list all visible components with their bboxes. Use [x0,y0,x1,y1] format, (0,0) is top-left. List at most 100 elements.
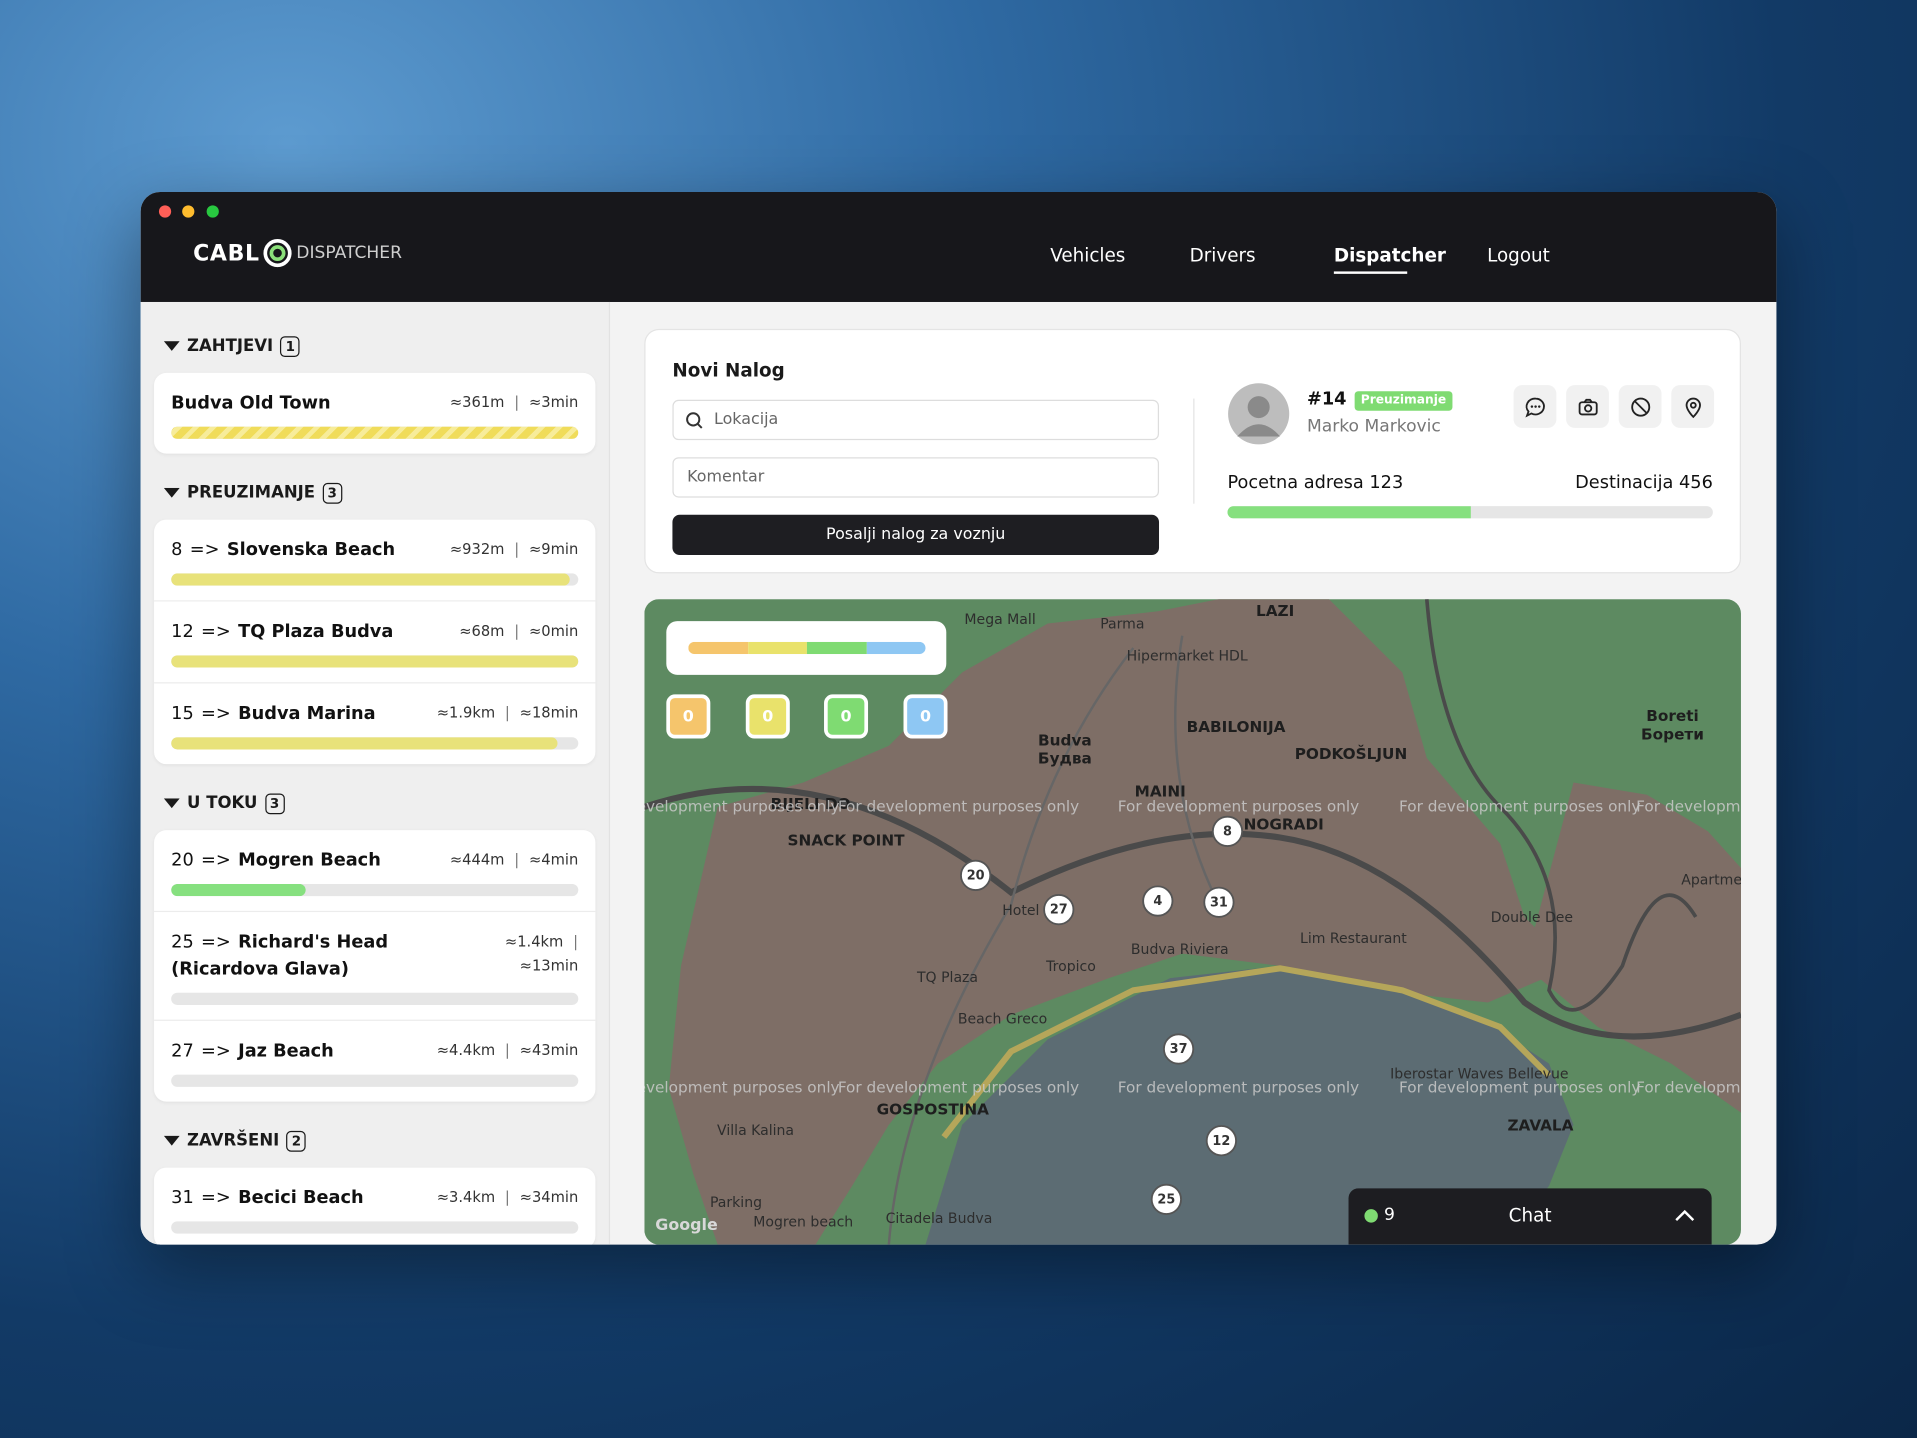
order-title: 8 => Slovenska Beach [171,537,395,564]
order-time: ≈9min [528,540,579,558]
order-arrow: => [201,704,231,724]
block-button[interactable] [1618,385,1662,428]
map-label: Boreti [1646,707,1699,725]
map-label: MAINI [1135,783,1186,801]
order-time: ≈43min [519,1041,579,1059]
vehicle-marker[interactable]: 20 [960,859,992,891]
progress-fill [171,883,306,897]
map-label: Apartme [1681,872,1741,888]
progress-fill [171,426,579,439]
order-distance: ≈3.4km [436,1188,496,1206]
vehicle-marker[interactable]: 8 [1211,815,1244,847]
section-title: ZAHTJEVI [187,336,274,356]
map-watermark: For development purposes only [1636,797,1741,815]
maximize-button[interactable] [206,205,219,218]
order-arrow: => [201,932,231,953]
comment-input[interactable]: Komentar [672,457,1160,498]
map[interactable]: Mega Mall Parma LAZI Hipermarket HDL BABILON… [644,599,1741,1245]
driver-status: Preuzimanje [1354,391,1453,411]
order-place: TQ Plaza Budva [238,622,394,642]
route-progress-fill [1227,506,1471,519]
section-header[interactable]: ZAVRŠENI 2 [163,1119,596,1163]
meta-separator: | [514,850,520,869]
chat-bar[interactable]: 9 Chat [1348,1188,1712,1245]
order-row: 15 => Budva Marina ≈1.9km | ≈18min [171,701,578,728]
vehicle-marker[interactable]: 31 [1203,886,1235,918]
order-item[interactable]: 12 => TQ Plaza Budva ≈68m | ≈0min [154,602,596,684]
order-item[interactable]: 25 => Richard's Head (Ricardova Glava) ≈1.4… [154,912,596,1021]
status-counter[interactable]: 0 [903,694,948,739]
map-label: ZAVALA [1507,1117,1573,1135]
meta-separator: | [514,540,520,558]
map-watermark: For development purposes only [1118,1079,1359,1097]
sidebar: ZAHTJEVI 1 Budva Old Town ≈361m | ≈3min PREUZI… [140,301,611,1245]
section-header[interactable]: PREUZIMANJE 3 [163,471,596,515]
nav-link[interactable]: Logout [1487,244,1550,267]
order-id: 8 [171,540,183,560]
collapse-icon [163,487,180,497]
map-sea [925,965,1574,1245]
progress-fill [171,573,571,586]
section-header[interactable]: ZAHTJEVI 1 [163,324,596,368]
marker-label: 31 [1210,895,1228,910]
message-button[interactable] [1513,385,1557,428]
order-title: 12 => TQ Plaza Budva [171,619,393,646]
order-item[interactable]: 20 => Mogren Beach ≈444m | ≈4min [154,830,596,913]
location-button[interactable] [1671,385,1715,428]
order-meta: ≈932m | ≈9min [450,537,578,561]
submit-button[interactable]: Posalji nalog za voznju [672,514,1160,556]
marker-label: 20 [967,868,985,883]
map-label: Hipermarket HDL [1127,649,1248,665]
section-header[interactable]: U TOKU 3 [163,781,596,825]
nav-link[interactable]: Dispatcher [1333,245,1446,274]
order-item[interactable]: 27 => Jaz Beach ≈4.4km | ≈43min [154,1021,595,1102]
brand[interactable]: CABL DISPATCHER [193,237,402,269]
driver-avatar [1228,383,1290,445]
order-arrow: => [201,622,231,642]
order-item[interactable]: 8 => Slovenska Beach ≈932m | ≈9min [154,520,596,602]
order-title: 25 => Richard's Head (Ricardova Glava) [171,929,495,983]
order-time: ≈13min [519,957,579,975]
minimize-button[interactable] [182,205,195,218]
order-item[interactable]: 31 => Becici Beach ≈3.4km | ≈34min [154,1168,595,1245]
order-item[interactable]: 15 => Budva Marina ≈1.9km | ≈18min [154,683,595,764]
map-label: Hotel [1002,903,1039,919]
map-label: Mega Mall [964,612,1035,628]
vehicle-marker[interactable]: 12 [1205,1125,1237,1157]
map-label: Budva [1038,731,1092,749]
map-label: Tropico [1045,959,1096,975]
location-placeholder: Lokacija [713,410,779,430]
driver-number: #14 [1306,390,1347,410]
map-watermark: For development purposes only [1399,1079,1640,1097]
order-distance: ≈1.4km [504,932,564,950]
order-place: Richard's Head (Ricardova Glava) [171,932,389,980]
map-label: Будва [1038,750,1092,768]
brand-logo: CABL [193,240,260,266]
legend-segment [688,641,748,655]
progress-track [171,426,579,439]
vehicle-marker[interactable]: 25 [1150,1183,1182,1215]
map-label: BABILONIJA [1187,718,1286,736]
progress-fill [171,655,579,668]
order-row: 12 => TQ Plaza Budva ≈68m | ≈0min [171,619,578,646]
vehicle-marker[interactable]: 27 [1043,894,1075,926]
status-counter[interactable]: 0 [745,694,790,739]
nav-link[interactable]: Drivers [1189,244,1256,267]
section-count: 3 [264,792,285,814]
map-label: Борети [1641,725,1704,743]
status-counter[interactable]: 0 [824,694,869,739]
order-title: 15 => Budva Marina [171,701,375,728]
nav-link[interactable]: Vehicles [1050,244,1126,267]
status-counter[interactable]: 0 [666,694,711,739]
progress-track [171,737,579,750]
location-input[interactable]: Lokacija [672,399,1160,441]
map-label: TQ Plaza [916,970,978,986]
close-button[interactable] [158,205,172,218]
camera-button[interactable] [1566,385,1609,428]
order-item[interactable]: Budva Old Town ≈361m | ≈3min [154,373,595,454]
order-row: 8 => Slovenska Beach ≈932m | ≈9min [171,537,578,564]
divider [1193,398,1195,504]
vehicle-marker[interactable]: 4 [1142,885,1174,917]
chat-toggle[interactable] [1674,1208,1696,1223]
vehicle-marker[interactable]: 37 [1162,1033,1195,1065]
